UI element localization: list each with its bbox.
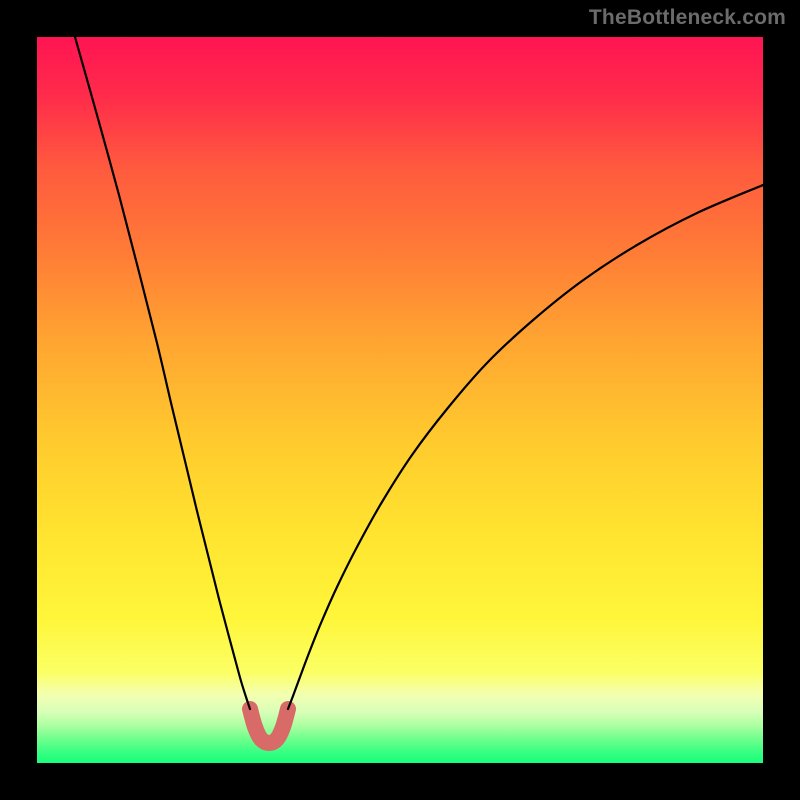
curve-layer xyxy=(37,37,763,763)
watermark-text: TheBottleneck.com xyxy=(589,6,786,30)
curve-right-branch xyxy=(288,185,763,709)
chart-frame: TheBottleneck.com xyxy=(0,0,800,800)
curve-left-branch xyxy=(75,37,250,709)
valley-highlight xyxy=(250,709,288,743)
plot-area xyxy=(37,37,763,763)
